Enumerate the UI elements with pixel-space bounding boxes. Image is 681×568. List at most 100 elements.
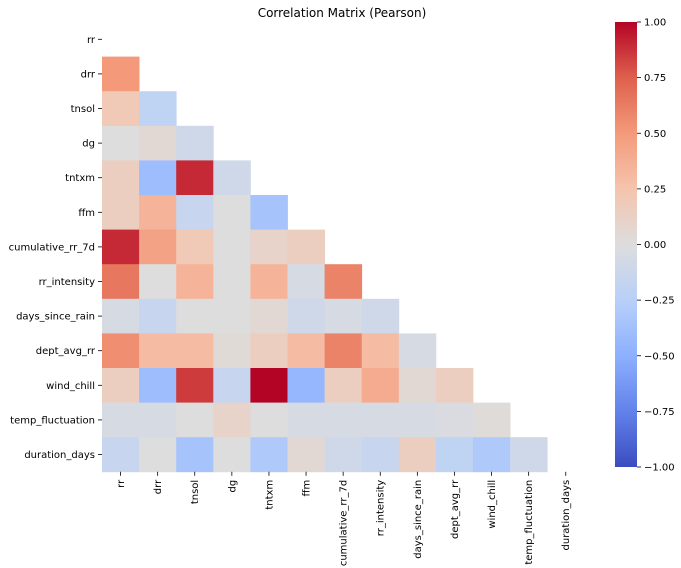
heatmap-cell xyxy=(213,264,251,300)
heatmap-cell xyxy=(176,264,214,300)
colorbar-tick-label: −1.00 xyxy=(644,463,675,474)
x-tick-label: ffm xyxy=(302,480,313,497)
heatmap-cell xyxy=(398,437,437,473)
heatmap-cell xyxy=(102,368,140,403)
colorbar-tick-label: 0.00 xyxy=(644,240,666,251)
heatmap-cell xyxy=(139,368,177,403)
heatmap-cell xyxy=(102,437,140,473)
heatmap-cell xyxy=(473,402,511,438)
y-tick-label: rr_intensity xyxy=(39,277,95,288)
heatmap-cell xyxy=(102,229,140,265)
heatmap-cell xyxy=(102,91,140,127)
colorbar-gradient xyxy=(615,22,637,467)
heatmap-cell xyxy=(176,333,214,369)
heatmap-cell xyxy=(176,437,214,473)
heatmap-cell xyxy=(361,437,400,473)
heatmap-cell xyxy=(102,160,140,196)
y-tick-label: wind_chill xyxy=(46,381,95,392)
y-tick-label: rr xyxy=(87,35,96,46)
y-tick-label: temp_fluctuation xyxy=(10,415,95,426)
heatmap-cell xyxy=(213,402,251,438)
colorbar-tick-label: −0.75 xyxy=(644,407,675,418)
heatmap-cell xyxy=(250,229,288,265)
y-tick-label: dept_avg_rr xyxy=(36,346,96,357)
y-tick-labels: rr drr tnsol dg tntxm ffm cumulative_rr_7d rr_i… xyxy=(9,35,102,461)
heatmap-cell xyxy=(398,333,437,369)
heatmap-cell xyxy=(102,56,140,92)
heatmap-cell xyxy=(139,160,177,196)
heatmap-cell xyxy=(139,91,177,127)
heatmap-cell xyxy=(398,402,437,438)
heatmap-cell xyxy=(102,195,140,230)
heatmap-cell xyxy=(176,229,214,265)
colorbar-tick-label: 0.50 xyxy=(644,129,666,140)
x-tick-label: tnsol xyxy=(190,480,201,504)
heatmap-cell xyxy=(361,368,400,403)
heatmap-cell xyxy=(473,437,511,473)
heatmap-cell xyxy=(102,298,140,334)
heatmap-cell xyxy=(139,229,177,265)
heatmap-cell xyxy=(250,333,288,369)
heatmap-cell xyxy=(176,402,214,438)
heatmap-cell xyxy=(250,437,288,473)
x-tick-label: days_since_rain xyxy=(413,480,424,559)
y-tick-label: tnsol xyxy=(71,104,95,115)
colorbar-tick-label: −0.50 xyxy=(644,351,675,362)
heatmap-cell xyxy=(510,437,548,473)
heatmap-cell xyxy=(176,160,214,196)
colorbar: 1.00 0.75 0.50 0.25 0.00 −0.25 −0.50 −0.75 −1.00 xyxy=(615,18,675,474)
heatmap-cell xyxy=(324,264,363,300)
heatmap-cell xyxy=(287,298,325,334)
heatmap-cell xyxy=(361,298,400,334)
colorbar-tick-label: 0.25 xyxy=(644,184,666,195)
heatmap-cell xyxy=(287,368,325,403)
heatmap-cell xyxy=(139,333,177,369)
heatmap-cell xyxy=(287,264,325,300)
heatmap-cell xyxy=(361,333,400,369)
colorbar-tick-label: 0.75 xyxy=(644,73,666,84)
heatmap-cell xyxy=(102,125,140,161)
heatmap-cell xyxy=(287,229,325,265)
heatmap-cells xyxy=(102,56,548,473)
x-tick-label: temp_fluctuation xyxy=(524,480,535,565)
x-tick-labels: rr drr tnsol dg tntxm ffm cumulative_rr_7d rr_i… xyxy=(116,471,572,566)
colorbar-tick-label: −0.25 xyxy=(644,296,675,307)
heatmap-cell xyxy=(139,402,177,438)
heatmap-cell xyxy=(176,195,214,230)
x-tick-label: duration_days xyxy=(561,480,572,551)
heatmap-cell xyxy=(139,195,177,230)
heatmap-cell xyxy=(324,402,363,438)
heatmap-cell xyxy=(139,437,177,473)
y-tick-label: dg xyxy=(82,139,95,150)
heatmap-cell xyxy=(176,298,214,334)
heatmap-cell xyxy=(213,160,251,196)
x-tick-label: dept_avg_rr xyxy=(450,479,461,539)
heatmap-cell xyxy=(287,437,325,473)
heatmap-cell xyxy=(213,437,251,473)
y-tick-label: duration_days xyxy=(24,450,95,461)
y-tick-label: cumulative_rr_7d xyxy=(9,242,95,253)
heatmap-cell xyxy=(361,402,400,438)
heatmap-cell xyxy=(324,368,363,403)
heatmap-cell xyxy=(139,298,177,334)
heatmap-cell xyxy=(102,333,140,369)
heatmap-cell xyxy=(139,264,177,300)
y-tick-label: tntxm xyxy=(65,173,95,184)
heatmap-cell xyxy=(250,402,288,438)
y-tick-label: days_since_rain xyxy=(16,312,95,323)
heatmap-cell xyxy=(435,402,474,438)
heatmap-cell xyxy=(213,333,251,369)
heatmap-cell xyxy=(435,368,474,403)
heatmap-cell xyxy=(213,298,251,334)
heatmap-cell xyxy=(213,368,251,403)
y-tick-label: drr xyxy=(81,69,96,80)
heatmap-cell xyxy=(176,125,214,161)
chart-title: Correlation Matrix (Pearson) xyxy=(258,6,427,20)
heatmap-cell xyxy=(250,368,288,403)
heatmap-cell xyxy=(398,368,437,403)
heatmap-cell xyxy=(213,229,251,265)
y-tick-label: ffm xyxy=(78,208,95,219)
heatmap-cell xyxy=(250,298,288,334)
heatmap-cell xyxy=(176,368,214,403)
